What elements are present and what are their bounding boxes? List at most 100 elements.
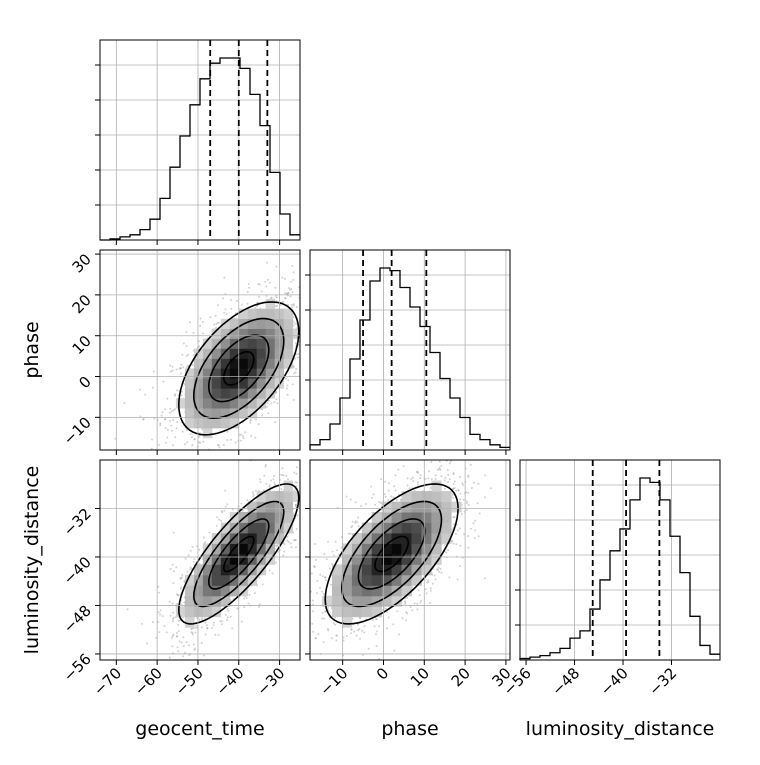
scatter-point	[330, 584, 332, 586]
scatter-point	[166, 398, 168, 400]
scatter-point	[398, 634, 400, 636]
scatter-point	[196, 627, 198, 629]
scatter-point	[284, 292, 286, 294]
scatter-point	[425, 478, 427, 480]
scatter-point	[206, 451, 208, 453]
scatter-point	[249, 594, 251, 596]
scatter-point	[303, 591, 305, 593]
density-cell	[203, 575, 212, 586]
scatter-point	[306, 504, 308, 506]
scatter-point	[484, 577, 486, 579]
scatter-point	[198, 549, 200, 551]
scatter-point	[335, 634, 337, 636]
scatter-point	[152, 621, 154, 623]
density-cell	[248, 575, 257, 586]
scatter-point	[449, 462, 451, 464]
density-cell	[248, 309, 257, 319]
scatter-point	[173, 570, 175, 572]
scatter-point	[430, 587, 432, 589]
scatter-point	[333, 554, 335, 556]
scatter-point	[371, 497, 373, 499]
density-cell	[257, 512, 266, 523]
scatter-point	[459, 476, 461, 478]
scatter-point	[329, 568, 331, 570]
density-cell	[284, 339, 293, 349]
scatter-point	[254, 437, 256, 439]
scatter-point	[223, 312, 225, 314]
scatter-point	[293, 304, 295, 306]
scatter-point	[169, 408, 171, 410]
scatter-point	[180, 373, 182, 375]
scatter-point	[479, 513, 481, 515]
scatter-point	[180, 364, 182, 366]
scatter-point	[261, 415, 263, 417]
scatter-point	[425, 588, 427, 590]
density-cell	[221, 564, 230, 575]
scatter-point	[183, 645, 185, 647]
scatter-point	[269, 282, 271, 284]
scatter-point	[169, 657, 171, 659]
scatter-point	[304, 505, 306, 507]
scatter-point	[457, 578, 459, 580]
scatter-point	[468, 492, 470, 494]
scatter-point	[144, 661, 146, 663]
scatter-point	[312, 610, 314, 612]
scatter-point	[151, 456, 153, 458]
scatter-point	[199, 618, 201, 620]
scatter-point	[305, 504, 307, 506]
scatter-point	[412, 477, 414, 479]
scatter-point	[317, 633, 319, 635]
scatter-point	[179, 640, 181, 642]
scatter-point	[267, 412, 269, 414]
scatter-point	[179, 577, 181, 579]
scatter-point	[159, 614, 161, 616]
scatter-point	[266, 406, 268, 408]
scatter-point	[266, 295, 268, 297]
scatter-point	[407, 477, 409, 479]
density-cell	[248, 329, 257, 339]
density-cell	[239, 368, 248, 378]
scatter-point	[177, 650, 179, 652]
scatter-point	[364, 625, 366, 627]
scatter-point	[405, 619, 407, 621]
scatter-point	[411, 609, 413, 611]
scatter-point	[273, 481, 275, 483]
scatter-point	[223, 510, 225, 512]
density-cell	[257, 309, 266, 319]
scatter-point	[164, 418, 166, 420]
scatter-point	[201, 617, 203, 619]
scatter-point	[193, 649, 195, 651]
scatter-point	[175, 566, 177, 568]
scatter-point	[412, 480, 414, 482]
scatter-point	[190, 433, 192, 435]
scatter-point	[173, 634, 175, 636]
scatter-point	[224, 490, 226, 492]
scatter-point	[452, 494, 454, 496]
scatter-point	[191, 436, 193, 438]
scatter-point	[287, 478, 289, 480]
scatter-point	[248, 603, 250, 605]
scatter-point	[230, 439, 232, 441]
density-cell	[176, 606, 185, 617]
scatter-point	[327, 541, 329, 543]
scatter-point	[435, 578, 437, 580]
scatter-point	[458, 490, 460, 492]
density-cell	[221, 349, 230, 359]
scatter-point	[225, 455, 227, 457]
scatter-point	[231, 627, 233, 629]
scatter-point	[358, 525, 360, 527]
density-cell	[221, 575, 230, 586]
scatter-point	[177, 624, 179, 626]
scatter-point	[315, 559, 317, 561]
scatter-point	[157, 586, 159, 588]
scatter-point	[218, 519, 220, 521]
scatter-point	[259, 603, 261, 605]
scatter-point	[191, 632, 193, 634]
scatter-point	[247, 291, 249, 293]
scatter-point	[409, 487, 411, 489]
density-cell	[176, 398, 185, 408]
density-cell	[185, 398, 194, 408]
scatter-point	[264, 281, 266, 283]
scatter-point	[459, 528, 461, 530]
scatter-point	[418, 589, 420, 591]
